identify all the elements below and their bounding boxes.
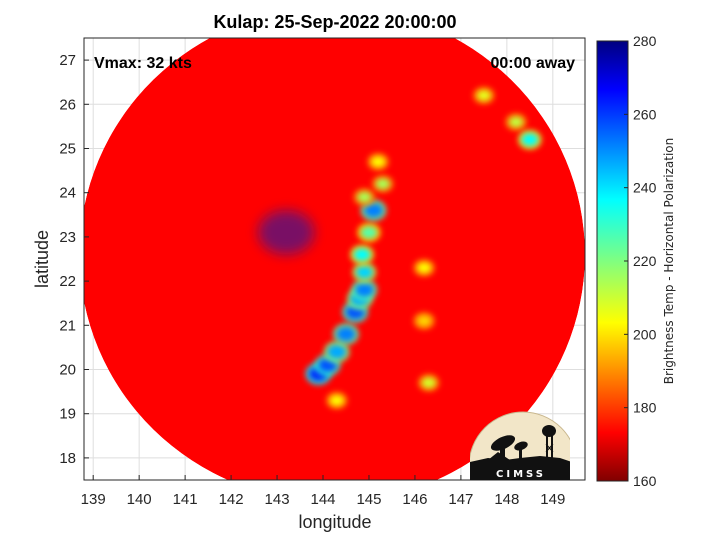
- colorbar-tick-label: 280: [633, 33, 657, 49]
- feature-point: [332, 323, 359, 346]
- feature-point: [413, 258, 436, 277]
- y-tick-label: 23: [59, 229, 76, 246]
- chart-title: Kulap: 25-Sep-2022 20:00:00: [213, 12, 456, 32]
- satellite-dish-icon: [488, 435, 528, 460]
- feature-point: [323, 340, 350, 363]
- y-axis-label: latitude: [32, 230, 52, 288]
- plot-frame: [83, 37, 586, 481]
- y-tick-label: 24: [59, 185, 76, 202]
- microwave-swath: [84, 38, 585, 480]
- colorbar: [596, 40, 629, 482]
- colorbar-tick-label: 260: [633, 106, 657, 122]
- y-tick-label: 20: [59, 362, 76, 379]
- convective-features: [305, 86, 542, 410]
- y-axis-ticks: 18 19 20 21 22 23 24 25 26 27: [59, 52, 89, 467]
- cimss-logo: CIMSS: [470, 411, 570, 480]
- time-away-annotation: 00:00 away: [490, 55, 575, 72]
- y-tick-label: 18: [59, 450, 76, 467]
- colorbar-tick-label: 160: [633, 473, 657, 489]
- x-tick-label: 146: [402, 491, 427, 508]
- swath-eye-region: [258, 210, 315, 255]
- logo-ground: [470, 456, 570, 480]
- x-tick-label: 139: [81, 491, 106, 508]
- y-tick-label: 19: [59, 406, 76, 423]
- x-tick-label: 148: [494, 491, 519, 508]
- y-tick-label: 21: [59, 317, 76, 334]
- y-tick-label: 22: [59, 273, 76, 290]
- logo-text: CIMSS: [496, 469, 546, 480]
- y-tick-label: 26: [59, 96, 76, 113]
- feature-point: [353, 188, 376, 207]
- colorbar-ticks: 160 180 200 220 240 260 280: [624, 33, 657, 489]
- x-tick-label: 141: [173, 491, 198, 508]
- x-tick-label: 142: [219, 491, 244, 508]
- y-tick-label: 27: [59, 52, 76, 69]
- y-tick-label: 25: [59, 141, 76, 158]
- feature-point: [505, 112, 528, 131]
- feature-point: [367, 152, 390, 171]
- feature-point: [356, 222, 381, 243]
- x-tick-label: 147: [448, 491, 473, 508]
- colorbar-tick-label: 240: [633, 180, 657, 196]
- feature-point: [325, 391, 348, 410]
- vmax-annotation: Vmax: 32 kts: [94, 55, 192, 72]
- feature-point: [352, 262, 377, 283]
- water-tower-icon: [542, 425, 556, 458]
- feature-point: [371, 174, 394, 193]
- feature-point: [350, 244, 375, 265]
- feature-point: [351, 278, 378, 301]
- feature-point: [472, 86, 495, 105]
- feature-point: [517, 129, 542, 150]
- colorbar-tick-label: 200: [633, 326, 657, 342]
- x-tick-label: 149: [540, 491, 565, 508]
- colorbar-tick-label: 180: [633, 400, 657, 416]
- feature-point: [413, 311, 436, 330]
- x-axis-label: longitude: [298, 512, 371, 532]
- x-tick-label: 144: [310, 491, 335, 508]
- colorbar-tick-label: 220: [633, 253, 657, 269]
- colorbar-label: Brightness Temp - Horizontal Polarizatio…: [662, 138, 676, 385]
- feature-point: [417, 373, 440, 392]
- x-tick-label: 140: [127, 491, 152, 508]
- x-tick-label: 143: [265, 491, 290, 508]
- swath-background: [84, 38, 585, 480]
- x-tick-label: 145: [356, 491, 381, 508]
